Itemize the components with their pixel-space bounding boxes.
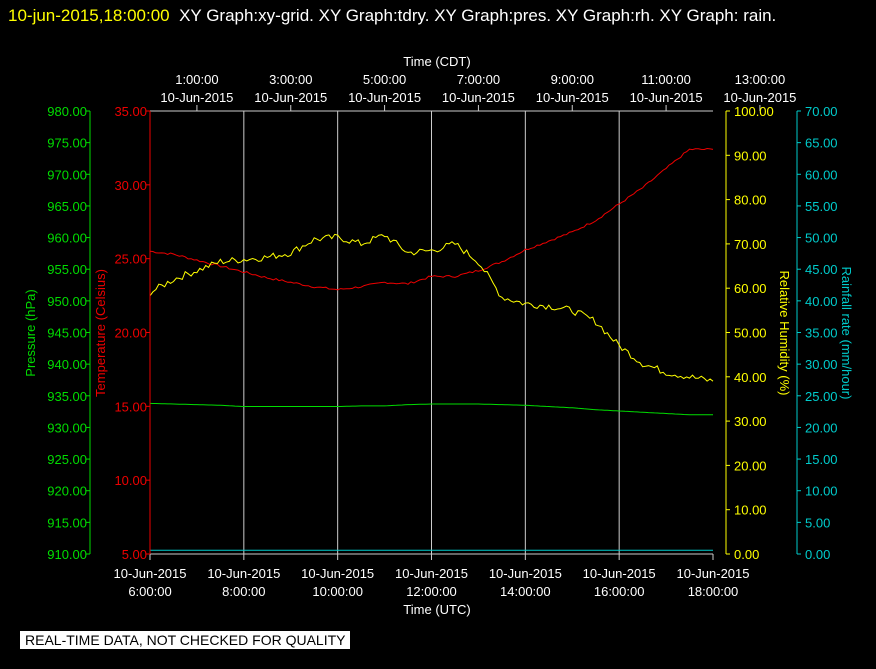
x-tick-date-label: 10-Jun-2015: [489, 566, 562, 581]
humidity-tick-label: 30.00: [734, 414, 767, 429]
top-tick-date-label: 10-Jun-2015: [723, 90, 796, 105]
header-datetime: 10-jun-2015,18:00:00: [8, 6, 170, 25]
humidity-series-line: [149, 233, 714, 382]
grid-lines: [243, 111, 620, 554]
x-tick-time-label: 8:00:00: [222, 584, 265, 599]
bottom-axis-title: Time (UTC): [403, 602, 470, 617]
rainfall-tick-label: 65.00: [805, 136, 838, 151]
rainfall-tick-label: 30.00: [805, 357, 838, 372]
x-tick-date-label: 10-Jun-2015: [114, 566, 187, 581]
series-lines: [149, 147, 714, 551]
top-tick-time-label: 7:00:00: [457, 72, 500, 87]
temperature-axis-title: Temperature (Celsius): [93, 269, 108, 397]
rainfall-tick-label: 10.00: [805, 484, 838, 499]
x-tick-date-label: 10-Jun-2015: [207, 566, 280, 581]
humidity-tick-label: 60.00: [734, 281, 767, 296]
top-tick-date-label: 10-Jun-2015: [630, 90, 703, 105]
rainfall-tick-label: 55.00: [805, 199, 838, 214]
rainfall-tick-label: 60.00: [805, 167, 838, 182]
header-title: XY Graph:xy-grid. XY Graph:tdry. XY Grap…: [179, 6, 777, 25]
pressure-axis-title: Pressure (hPa): [23, 289, 38, 376]
x-tick-time-label: 12:00:00: [406, 584, 457, 599]
top-tick-time-label: 3:00:00: [269, 72, 312, 87]
x-tick-time-label: 18:00:00: [688, 584, 739, 599]
humidity-tick-label: 70.00: [734, 237, 767, 252]
pressure-tick-label: 960.00: [47, 231, 87, 246]
x-tick-time-label: 16:00:00: [594, 584, 645, 599]
pressure-tick-label: 955.00: [47, 262, 87, 277]
x-tick-date-label: 10-Jun-2015: [301, 566, 374, 581]
rainfall-tick-label: 0.00: [805, 547, 830, 562]
rainfall-tick-label: 45.00: [805, 262, 838, 277]
temperature-tick-label: 20.00: [114, 326, 147, 341]
pressure-tick-label: 950.00: [47, 294, 87, 309]
temperature-tick-label: 15.00: [114, 399, 147, 414]
pressure-tick-label: 945.00: [47, 326, 87, 341]
humidity-tick-label: 80.00: [734, 193, 767, 208]
humidity-tick-label: 0.00: [734, 547, 759, 562]
top-tick-time-label: 13:00:00: [735, 72, 786, 87]
pressure-tick-label: 980.00: [47, 104, 87, 119]
x-tick-date-label: 10-Jun-2015: [583, 566, 656, 581]
humidity-tick-label: 40.00: [734, 370, 767, 385]
top-tick-date-label: 10-Jun-2015: [160, 90, 233, 105]
top-tick-time-label: 1:00:00: [175, 72, 218, 87]
temperature-tick-label: 10.00: [114, 473, 147, 488]
humidity-tick-label: 90.00: [734, 148, 767, 163]
pressure-tick-label: 965.00: [47, 199, 87, 214]
rainfall-tick-label: 35.00: [805, 326, 838, 341]
top-tick-date-label: 10-Jun-2015: [536, 90, 609, 105]
humidity-tick-label: 100.00: [734, 104, 774, 119]
rainfall-tick-label: 15.00: [805, 452, 838, 467]
x-tick-date-label: 10-Jun-2015: [677, 566, 750, 581]
rainfall-tick-label: 70.00: [805, 104, 838, 119]
humidity-tick-label: 50.00: [734, 326, 767, 341]
rainfall-tick-label: 25.00: [805, 389, 838, 404]
pressure-tick-label: 915.00: [47, 515, 87, 530]
top-tick-date-label: 10-Jun-2015: [254, 90, 327, 105]
quality-notice: REAL-TIME DATA, NOT CHECKED FOR QUALITY: [20, 631, 351, 649]
top-axis-title: Time (CDT): [403, 54, 470, 69]
pressure-tick-label: 930.00: [47, 420, 87, 435]
temperature-tick-label: 35.00: [114, 104, 147, 119]
pressure-tick-label: 975.00: [47, 136, 87, 151]
rainfall-axis-title: Rainfall rate (mm/hour): [839, 267, 854, 400]
humidity-tick-label: 10.00: [734, 503, 767, 518]
pressure-series-line: [149, 402, 713, 416]
x-tick-time-label: 6:00:00: [128, 584, 171, 599]
pressure-tick-label: 920.00: [47, 484, 87, 499]
x-tick-date-label: 10-Jun-2015: [395, 566, 468, 581]
humidity-tick-label: 20.00: [734, 458, 767, 473]
axes: 10-Jun-2015 6:00:00 10-Jun-2015 8:00:00 10-J…: [47, 72, 837, 599]
rainfall-tick-label: 50.00: [805, 231, 838, 246]
pressure-tick-label: 910.00: [47, 547, 87, 562]
x-tick-time-label: 10:00:00: [312, 584, 363, 599]
pressure-tick-label: 970.00: [47, 167, 87, 182]
rainfall-tick-label: 40.00: [805, 294, 838, 309]
top-tick-time-label: 11:00:00: [641, 72, 691, 87]
temperature-tick-label: 30.00: [114, 178, 147, 193]
top-tick-date-label: 10-Jun-2015: [348, 90, 421, 105]
temperature-tick-label: 25.00: [114, 252, 147, 267]
rainfall-tick-label: 20.00: [805, 420, 838, 435]
top-tick-time-label: 5:00:00: [363, 72, 406, 87]
pressure-tick-label: 935.00: [47, 389, 87, 404]
pressure-tick-label: 925.00: [47, 452, 87, 467]
rainfall-tick-label: 5.00: [805, 515, 830, 530]
pressure-tick-label: 940.00: [47, 357, 87, 372]
temperature-tick-label: 5.00: [122, 547, 147, 562]
humidity-axis-title: Relative Humidity (%): [777, 271, 792, 396]
top-tick-time-label: 9:00:00: [551, 72, 594, 87]
temperature-series-line: [149, 147, 714, 291]
x-tick-time-label: 14:00:00: [500, 584, 551, 599]
top-tick-date-label: 10-Jun-2015: [442, 90, 515, 105]
graph-header: 10-jun-2015,18:00:00 XY Graph:xy-grid. X…: [8, 1, 868, 30]
